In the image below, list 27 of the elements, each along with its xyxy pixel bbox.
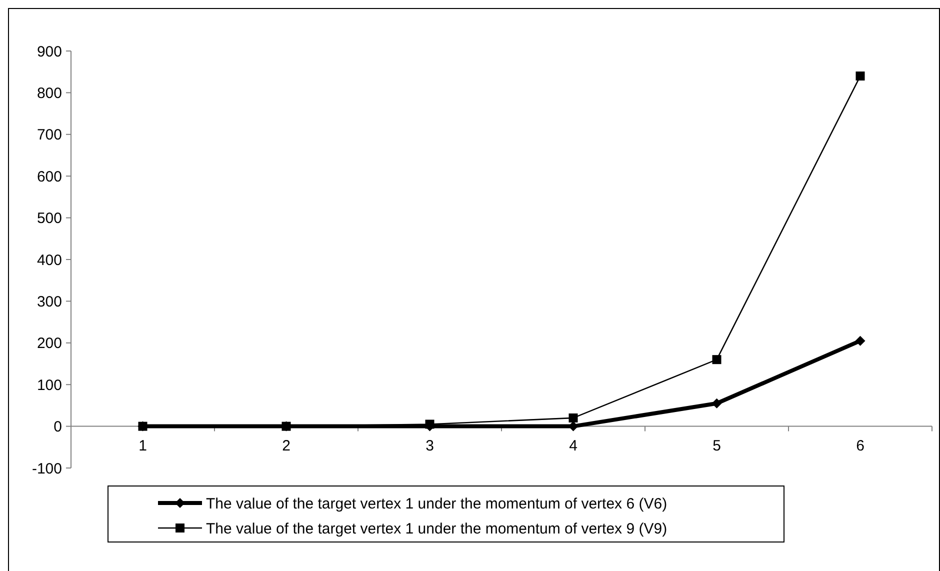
y-tick-label: 600 — [36, 168, 62, 186]
point — [568, 413, 578, 422]
point — [712, 398, 722, 408]
point — [855, 336, 866, 346]
x-tick-label: 6 — [856, 437, 864, 454]
y-tick-label: 100 — [36, 376, 62, 394]
legend-label: The value of the target vertex 1 under the momentum of vertex 6 (V6) — [206, 495, 668, 512]
y-tick-label: 700 — [36, 126, 62, 144]
point — [712, 355, 722, 364]
point — [282, 422, 291, 431]
x-tick-label: 2 — [282, 437, 290, 454]
y-tick-label: 300 — [36, 293, 62, 310]
y-tick-label: -100 — [32, 460, 62, 478]
x-tick-label: 3 — [426, 437, 434, 454]
point — [856, 72, 865, 81]
y-tick-label: 400 — [36, 252, 62, 269]
x-tick-label: 1 — [138, 437, 147, 454]
legend-label: The value of the target vertex 1 under the momentum of vertex 9 (V9) — [206, 520, 668, 538]
point — [138, 422, 148, 431]
y-tick-label: 900 — [36, 43, 62, 60]
x-tick-label: 4 — [569, 437, 578, 454]
y-tick-label: 500 — [36, 210, 62, 228]
point — [425, 420, 434, 429]
y-tick-label: 800 — [36, 84, 62, 102]
x-tick-label: 5 — [712, 437, 721, 454]
y-tick-label: 0 — [54, 418, 62, 436]
y-tick-label: 200 — [36, 335, 62, 352]
